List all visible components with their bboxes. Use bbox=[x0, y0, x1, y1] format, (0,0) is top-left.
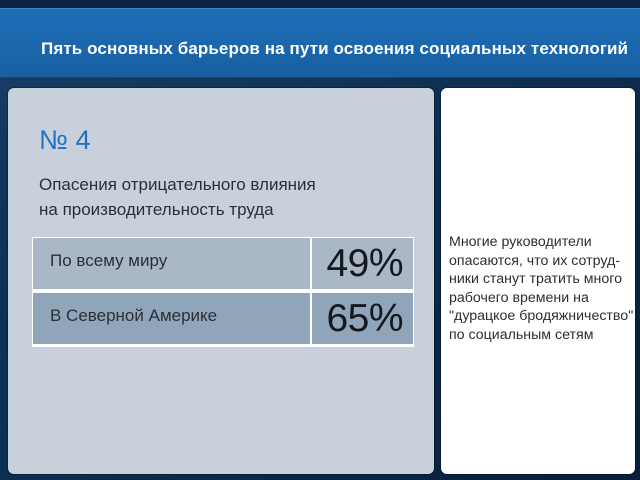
barrier-title-line-1: Опасения отрицательного влияния bbox=[39, 175, 316, 194]
note-line: рабочего времени на bbox=[449, 289, 589, 306]
note-line: "дурацкое бродяжничество" bbox=[449, 308, 634, 324]
table-row: В Северной Америке 65% bbox=[32, 292, 414, 345]
barrier-number: № 4 bbox=[39, 125, 91, 155]
top-strip bbox=[0, 0, 640, 8]
row-value: 65% bbox=[312, 293, 413, 344]
barrier-title: Опасения отрицательного влияния на произ… bbox=[39, 172, 399, 222]
row-value: 49% bbox=[312, 238, 413, 289]
row-label: В Северной Америке bbox=[33, 293, 310, 344]
note-line: опасаются, что их сотруд- bbox=[449, 252, 620, 269]
side-note-card bbox=[441, 88, 635, 474]
stats-table: По всему миру 49% В Северной Америке 65% bbox=[32, 237, 414, 347]
note-line: по социальным сетям bbox=[449, 326, 594, 343]
row-label: По всему миру bbox=[33, 238, 310, 289]
side-note-text: Многие руководители опасаются, что их со… bbox=[449, 233, 635, 344]
header-bar: Пять основных барьеров на пути освоения … bbox=[0, 8, 640, 78]
note-line: ники станут тратить много bbox=[449, 271, 622, 287]
page-title: Пять основных барьеров на пути освоения … bbox=[41, 39, 629, 58]
barrier-title-line-2: на производительность труда bbox=[39, 200, 274, 219]
note-line: Многие руководители bbox=[449, 234, 592, 250]
table-row: По всему миру 49% bbox=[32, 237, 414, 290]
